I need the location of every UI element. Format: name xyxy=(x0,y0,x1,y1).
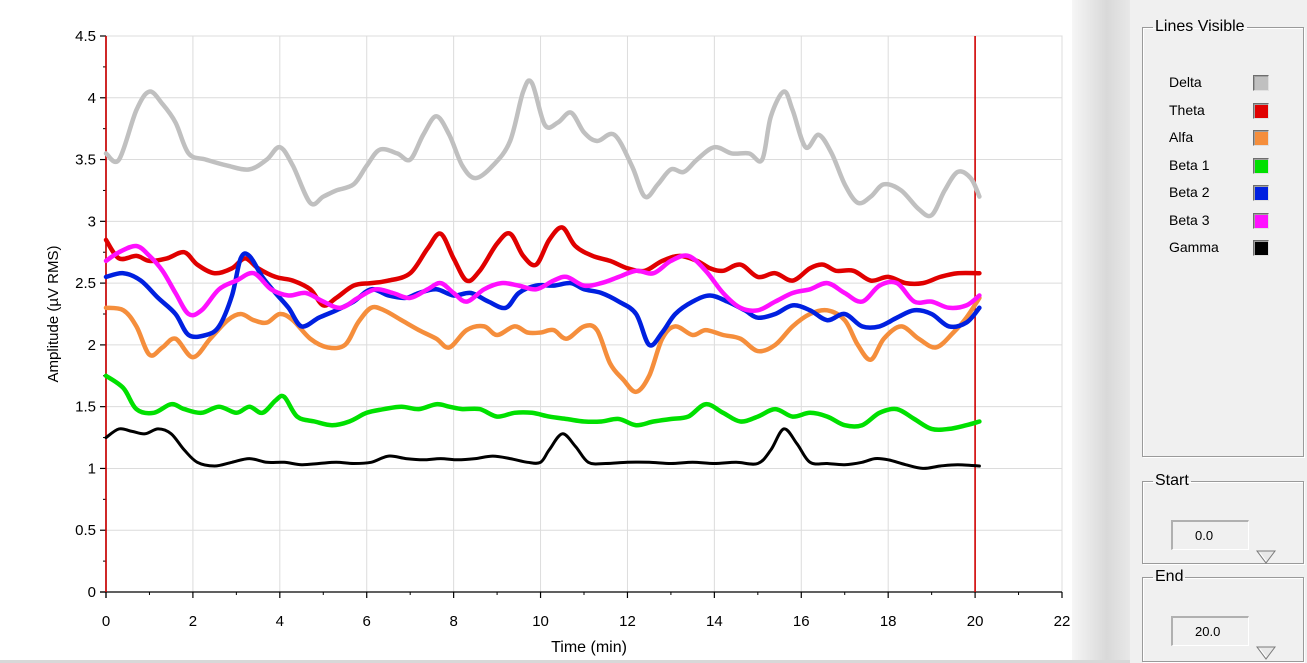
lines-visible-title: Lines Visible xyxy=(1155,18,1245,35)
start-input[interactable]: 0.0 xyxy=(1171,520,1249,550)
legend-label-delta: Delta xyxy=(1169,74,1202,90)
start-title: Start xyxy=(1155,472,1189,489)
y-tick-label: 4.5 xyxy=(75,28,96,45)
x-tick-label: 12 xyxy=(619,613,636,630)
x-tick-label: 2 xyxy=(189,613,197,630)
legend-toggle-gamma[interactable] xyxy=(1253,240,1269,256)
legend-label-theta: Theta xyxy=(1169,101,1205,118)
x-tick-label: 20 xyxy=(967,613,984,630)
start-spin-icon[interactable] xyxy=(1255,548,1277,566)
legend-toggle-beta-2[interactable] xyxy=(1253,185,1269,201)
y-tick-label: 0.5 xyxy=(75,522,96,539)
x-tick-label: 10 xyxy=(532,613,549,630)
start-group: Start 0.0 xyxy=(1142,472,1304,564)
series-group xyxy=(103,78,982,470)
series-line-alfa xyxy=(103,295,982,395)
end-input[interactable]: 20.0 xyxy=(1171,616,1249,646)
legend-toggle-theta[interactable] xyxy=(1253,102,1269,119)
legend-toggle-delta[interactable] xyxy=(1253,75,1269,91)
legend-label-beta-1: Beta 1 xyxy=(1169,156,1210,173)
legend-toggle-beta-1[interactable] xyxy=(1253,157,1269,174)
amplitude-chart: 00.511.522.533.544.50 2 4 6 8 10 12 14 16 18 20 22 … xyxy=(45,28,1071,656)
y-tick-label: 3.5 xyxy=(75,152,96,169)
series-line-beta-1 xyxy=(103,373,982,433)
series-line-gamma xyxy=(104,427,981,470)
y-tick-label: 2.5 xyxy=(75,275,96,292)
x-tick-label: 6 xyxy=(363,613,371,630)
legend-label-alfa: Alfa xyxy=(1169,129,1194,145)
x-tick-label: 4 xyxy=(276,613,284,630)
lines-visible-group: Lines Visible Delta Theta Alfa Beta 1 Beta 2… xyxy=(1142,18,1304,457)
legend-label-beta-3: Beta 3 xyxy=(1169,211,1210,228)
splitter-bar[interactable] xyxy=(1072,0,1130,663)
y-tick-label: 3 xyxy=(88,213,96,230)
y-tick-label: 4 xyxy=(88,90,96,107)
series-line-delta xyxy=(103,78,982,219)
x-tick-label: 0 xyxy=(102,613,110,630)
plot-area xyxy=(105,35,1063,593)
series-line-beta-3 xyxy=(103,243,982,318)
bottom-border xyxy=(0,660,1130,663)
side-panel xyxy=(1130,0,1307,663)
y-tick-label: 1.5 xyxy=(75,399,96,416)
legend-label-beta-2: Beta 2 xyxy=(1169,184,1210,200)
legend-label-gamma: Gamma xyxy=(1169,239,1219,255)
y-tick-label: 1 xyxy=(88,460,96,477)
x-axis-label: Time (min) xyxy=(551,639,627,656)
y-tick-label: 2 xyxy=(88,337,96,354)
y-tick-label: 0 xyxy=(88,584,96,601)
x-tick-label: 18 xyxy=(880,613,897,630)
legend-toggle-alfa[interactable] xyxy=(1253,130,1269,146)
end-group: End 20.0 xyxy=(1142,568,1304,662)
legend-toggle-beta-3[interactable] xyxy=(1253,212,1269,229)
series-line-theta xyxy=(103,225,982,308)
end-spin-icon[interactable] xyxy=(1255,644,1277,662)
x-tick-label: 22 xyxy=(1054,613,1071,630)
y-axis-label: Amplitude (µV RMS) xyxy=(45,245,62,382)
x-tick-label: 16 xyxy=(793,613,810,630)
x-tick-label: 8 xyxy=(449,613,457,630)
end-title: End xyxy=(1155,568,1184,585)
x-tick-label: 14 xyxy=(706,613,723,630)
